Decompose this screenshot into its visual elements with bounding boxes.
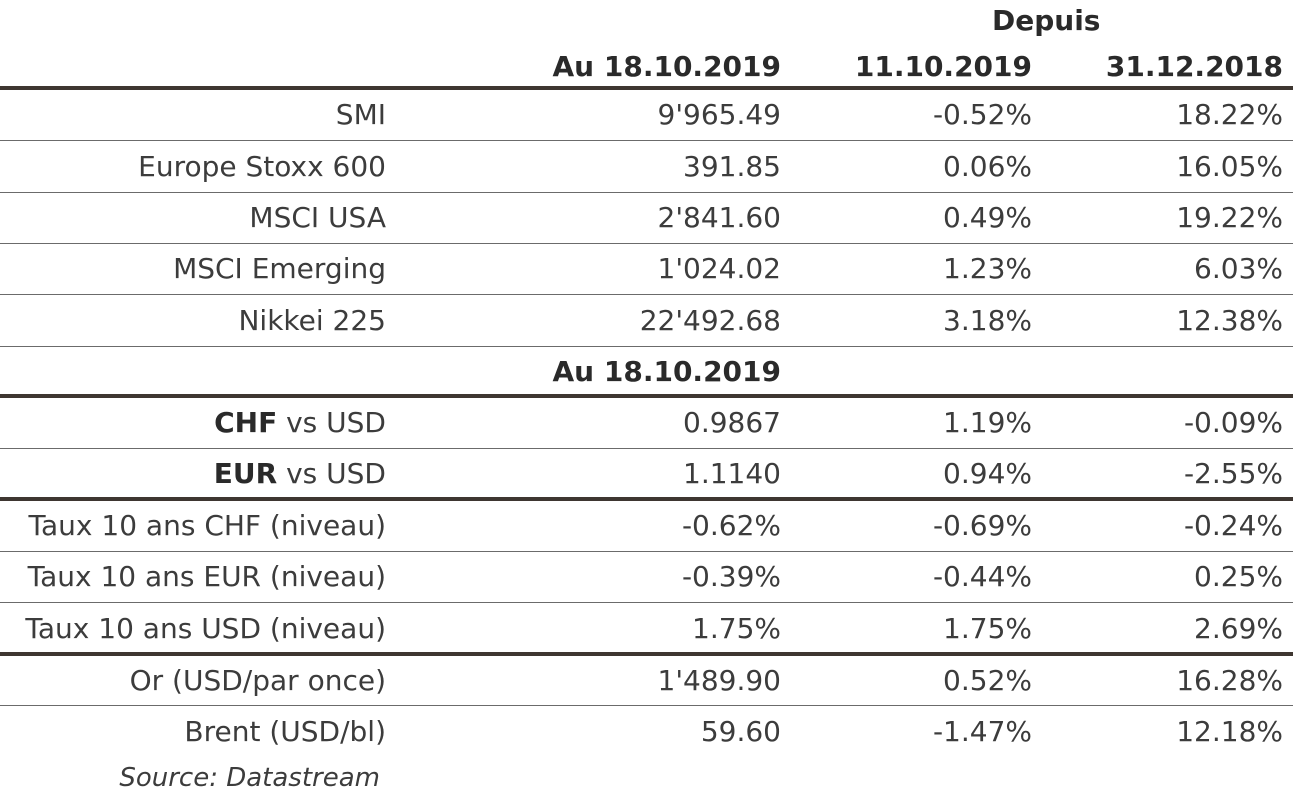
column-header-since-week: 11.10.2019 xyxy=(854,50,1032,83)
currency-code: CHF xyxy=(214,406,278,439)
table-row: MSCI USA 2'841.60 0.49% 19.22% xyxy=(0,192,1293,244)
row-label: MSCI USA xyxy=(249,201,386,234)
row-value: -0.39% xyxy=(681,560,781,593)
row-divider xyxy=(0,192,1293,193)
row-change-ytd: -0.09% xyxy=(1183,406,1283,439)
row-change-week: 0.06% xyxy=(943,150,1032,183)
source-note: Source: Datastream xyxy=(119,763,380,793)
row-label: Taux 10 ans USD (niveau) xyxy=(25,612,386,645)
row-change-ytd: 16.05% xyxy=(1176,150,1283,183)
row-value: 2'841.60 xyxy=(657,201,781,234)
table-row: MSCI Emerging 1'024.02 1.23% 6.03% xyxy=(0,243,1293,295)
row-label: Or (USD/par once) xyxy=(129,664,386,697)
table-row: Brent (USD/bl) 59.60 -1.47% 12.18% xyxy=(0,706,1293,758)
row-divider xyxy=(0,243,1293,244)
row-change-week: 0.52% xyxy=(943,664,1032,697)
column-header-level: Au 18.10.2019 xyxy=(552,50,781,83)
row-divider xyxy=(0,448,1293,449)
row-change-ytd: 19.22% xyxy=(1176,201,1283,234)
row-change-ytd: 16.28% xyxy=(1176,664,1283,697)
table-row: EUR vs USD 1.1140 0.94% -2.55% xyxy=(0,448,1293,500)
row-change-week: 0.49% xyxy=(943,201,1032,234)
row-change-ytd: -2.55% xyxy=(1183,457,1283,490)
row-change-week: 1.23% xyxy=(943,252,1032,285)
currency-pair-suffix: vs USD xyxy=(277,406,386,439)
row-change-week: 1.19% xyxy=(943,406,1032,439)
row-change-ytd: -0.24% xyxy=(1183,509,1283,542)
row-label: EUR vs USD xyxy=(0,448,386,500)
row-change-ytd: 12.18% xyxy=(1176,715,1283,748)
row-value: -0.62% xyxy=(681,509,781,542)
row-change-week: -0.69% xyxy=(932,509,1032,542)
row-change-ytd: 2.69% xyxy=(1194,612,1283,645)
table-row: Nikkei 225 22'492.68 3.18% 12.38% xyxy=(0,295,1293,347)
row-value: 22'492.68 xyxy=(639,304,781,337)
row-divider xyxy=(0,346,1293,347)
row-value: 9'965.49 xyxy=(657,98,781,131)
header-rule xyxy=(0,86,1293,90)
table-row: Taux 10 ans CHF (niveau) -0.62% -0.69% -… xyxy=(0,500,1293,552)
row-divider xyxy=(0,551,1293,552)
row-change-week: 1.75% xyxy=(943,612,1032,645)
currency-code: EUR xyxy=(213,457,278,490)
row-change-ytd: 0.25% xyxy=(1194,560,1283,593)
table-row: Or (USD/par once) 1'489.90 0.52% 16.28% xyxy=(0,655,1293,707)
row-label: MSCI Emerging xyxy=(173,252,386,285)
row-label: Nikkei 225 xyxy=(238,304,386,337)
section-header-fx: Au 18.10.2019 xyxy=(552,355,781,388)
row-value: 1'024.02 xyxy=(657,252,781,285)
row-divider xyxy=(0,294,1293,295)
row-change-week: -0.44% xyxy=(932,560,1032,593)
section-rule xyxy=(0,497,1293,501)
row-label: Europe Stoxx 600 xyxy=(138,150,386,183)
row-label: Taux 10 ans CHF (niveau) xyxy=(28,509,386,542)
row-divider xyxy=(0,140,1293,141)
group-header-depuis: Depuis xyxy=(992,4,1101,37)
row-value: 1'489.90 xyxy=(657,664,781,697)
row-value: 59.60 xyxy=(700,715,781,748)
row-value: 1.75% xyxy=(692,612,781,645)
row-change-week: 3.18% xyxy=(943,304,1032,337)
currency-pair-suffix: vs USD xyxy=(277,457,386,490)
row-label: CHF vs USD xyxy=(0,397,386,449)
row-divider xyxy=(0,602,1293,603)
section-rule xyxy=(0,394,1293,398)
row-change-week: 0.94% xyxy=(943,457,1032,490)
row-change-ytd: 12.38% xyxy=(1176,304,1283,337)
row-label: SMI xyxy=(335,98,386,131)
column-header-since-year: 31.12.2018 xyxy=(1105,50,1283,83)
section-rule xyxy=(0,652,1293,656)
row-value: 0.9867 xyxy=(683,406,781,439)
row-value: 1.1140 xyxy=(683,457,781,490)
table-row: Taux 10 ans EUR (niveau) -0.39% -0.44% 0… xyxy=(0,551,1293,603)
row-label: Brent (USD/bl) xyxy=(184,715,386,748)
table-row: Taux 10 ans USD (niveau) 1.75% 1.75% 2.6… xyxy=(0,603,1293,655)
row-change-ytd: 18.22% xyxy=(1176,98,1283,131)
row-change-week: -0.52% xyxy=(932,98,1032,131)
table-row: CHF vs USD 0.9867 1.19% -0.09% xyxy=(0,397,1293,449)
table-row: SMI 9'965.49 -0.52% 18.22% xyxy=(0,89,1293,141)
row-label: Taux 10 ans EUR (niveau) xyxy=(27,560,386,593)
row-change-week: -1.47% xyxy=(932,715,1032,748)
row-value: 391.85 xyxy=(683,150,781,183)
row-change-ytd: 6.03% xyxy=(1194,252,1283,285)
table-row: Europe Stoxx 600 391.85 0.06% 16.05% xyxy=(0,141,1293,193)
row-divider xyxy=(0,705,1293,706)
